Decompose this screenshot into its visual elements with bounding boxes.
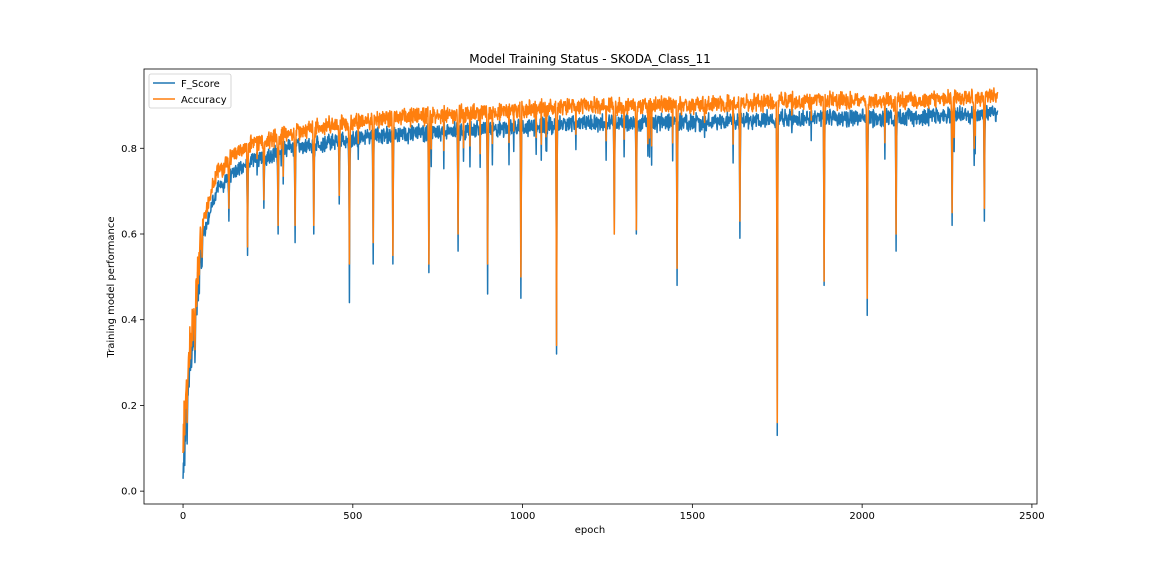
x-axis: 0 500 1000 1500 2000 2500 <box>180 504 1045 522</box>
plot-frame <box>143 68 1038 505</box>
legend: F_Score Accuracy <box>148 73 232 109</box>
x-axis-label: epoch <box>575 525 605 536</box>
chart-title: Model Training Status - SKODA_Class_11 <box>469 52 711 66</box>
y-tick-label: 0.2 <box>121 401 137 412</box>
y-tick-label: 0.4 <box>121 315 137 326</box>
x-tick-label: 500 <box>343 511 362 522</box>
series-line-f-score <box>182 104 999 479</box>
series-line-accuracy <box>182 87 999 454</box>
x-tick-label: 2000 <box>849 511 874 522</box>
y-axis-label: Training model performance <box>106 217 117 359</box>
y-tick-label: 0.6 <box>121 230 137 241</box>
x-tick-label: 1500 <box>680 511 705 522</box>
y-tick-label: 0.8 <box>121 144 137 155</box>
x-tick-label: 0 <box>180 511 186 522</box>
y-tick-label: 0.0 <box>121 487 137 498</box>
x-tick-label: 2500 <box>1019 511 1044 522</box>
legend-label-f-score: F_Score <box>181 79 220 90</box>
x-tick-label: 1000 <box>510 511 535 522</box>
legend-label-accuracy: Accuracy <box>181 95 227 106</box>
y-axis: 0.0 0.2 0.4 0.6 0.8 <box>121 144 144 498</box>
